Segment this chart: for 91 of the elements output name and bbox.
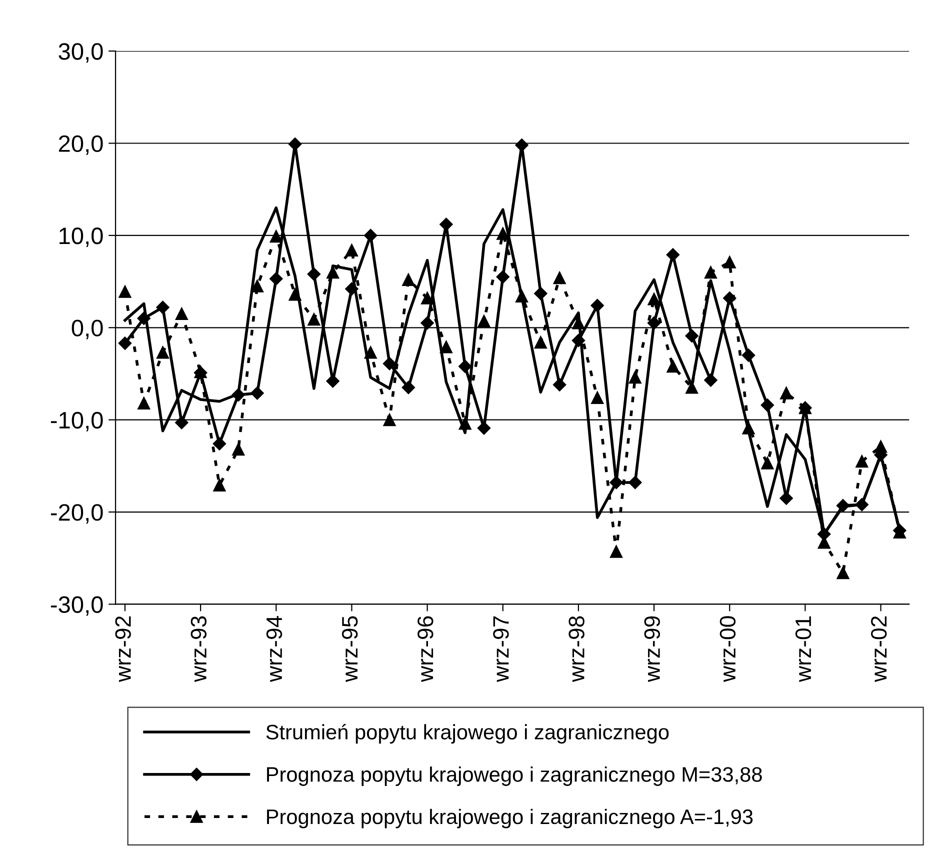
point (704, 266, 717, 279)
point (138, 396, 150, 410)
y-tick-label: 10,0 (60, 228, 103, 248)
point (250, 386, 264, 400)
point (628, 371, 642, 384)
point (666, 360, 680, 373)
x-tick-label: wrz-94 (266, 616, 282, 682)
point (440, 340, 452, 354)
x-tick-label: wrz-95 (342, 616, 358, 682)
point (572, 334, 586, 348)
point (515, 138, 528, 152)
point (232, 443, 245, 456)
point (590, 298, 604, 312)
point (836, 498, 850, 512)
y-tick-label: 20,0 (58, 135, 103, 155)
point (742, 348, 756, 362)
x-tick-label: wrz-97 (493, 616, 509, 682)
point (420, 316, 434, 330)
point (610, 476, 623, 490)
point (534, 336, 547, 349)
point (345, 244, 358, 256)
y-tick-label: 30,0 (58, 43, 103, 63)
legend-label: Prognoza popytu krajowego i zagranicznego A=-1,93 (267, 808, 753, 828)
point (761, 456, 774, 470)
point (175, 416, 188, 430)
point (628, 476, 642, 490)
point (478, 314, 490, 328)
point (118, 336, 132, 350)
point (118, 285, 132, 298)
point (760, 398, 774, 412)
point (496, 270, 510, 284)
point (383, 414, 396, 426)
y-tick-label: -30,0 (50, 596, 103, 616)
point (421, 292, 434, 304)
point (874, 440, 888, 453)
x-tick-label: wrz-96 (418, 616, 434, 682)
point (175, 308, 188, 320)
point (307, 268, 321, 281)
point (666, 248, 680, 262)
point (458, 417, 472, 430)
legend-label: Prognoza popytu krajowego i zagranicznego M=33,88 (267, 766, 762, 786)
point (685, 329, 698, 343)
point (156, 346, 170, 359)
x-tick-label: wrz-02 (871, 616, 887, 682)
point (213, 479, 226, 492)
point (402, 380, 415, 394)
point (212, 437, 226, 450)
x-tick-label: wrz-93 (190, 616, 207, 682)
x-tick-label: wrz-01 (795, 616, 812, 682)
point (704, 374, 718, 387)
point (723, 256, 736, 268)
point (553, 272, 566, 284)
point (232, 388, 245, 402)
point (270, 230, 282, 243)
point (836, 566, 850, 580)
point (288, 288, 302, 301)
point (156, 300, 170, 314)
legend-label: Strumień popytu krajowego i zagranicznego (266, 724, 669, 744)
point (288, 138, 302, 151)
point (402, 273, 415, 286)
point (552, 378, 566, 392)
point (780, 386, 793, 400)
point (382, 357, 396, 370)
x-tick-label: wrz-98 (568, 616, 584, 682)
x-tick-label: wrz-99 (644, 616, 660, 682)
point (345, 282, 358, 296)
point (364, 346, 377, 359)
point (856, 455, 868, 468)
point (308, 313, 320, 326)
point (364, 228, 378, 242)
point (516, 290, 528, 303)
point (534, 286, 548, 300)
point (780, 492, 793, 505)
y-tick-label: -20,0 (50, 504, 103, 524)
point (855, 498, 868, 512)
point (326, 374, 340, 388)
point (648, 292, 660, 306)
point (591, 391, 604, 404)
x-tick-label: wrz-00 (720, 616, 736, 682)
point (742, 422, 755, 434)
point (326, 266, 340, 279)
point (270, 272, 283, 286)
point (647, 316, 661, 330)
point (610, 545, 622, 558)
y-tick-label: -10,0 (50, 412, 103, 432)
y-tick-label: 0,0 (72, 320, 103, 340)
point (137, 312, 150, 326)
point (440, 218, 453, 231)
point (458, 360, 472, 373)
x-tick-label: wrz-92 (115, 616, 131, 682)
point (477, 422, 491, 435)
